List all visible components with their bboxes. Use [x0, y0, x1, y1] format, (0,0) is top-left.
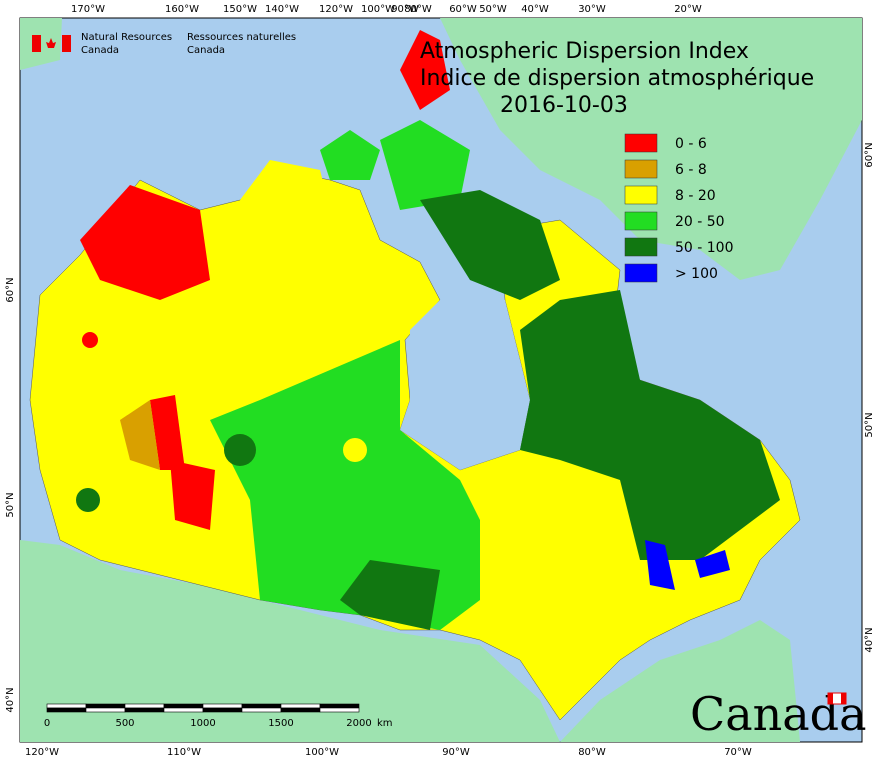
agency-fr: Canada	[187, 45, 225, 56]
longitude-label: 60°W	[449, 4, 477, 15]
agency-fr: Ressources naturelles	[187, 32, 296, 43]
legend-label: 50 - 100	[675, 240, 734, 256]
scale-segment	[46, 703, 87, 709]
title-en: Atmospheric Dispersion Index	[420, 39, 749, 64]
scale-segment	[202, 707, 243, 713]
scale-segment	[241, 707, 282, 713]
longitude-label: 170°W	[71, 4, 105, 15]
alberta-zone	[170, 460, 215, 530]
scale-segment	[319, 707, 360, 713]
legend-swatch	[624, 159, 658, 179]
usa-east-land	[560, 620, 800, 742]
lake-zone	[695, 550, 730, 578]
red-spot	[82, 332, 98, 348]
longitude-label: 80°W	[404, 4, 432, 15]
flag-bar	[62, 35, 71, 52]
legend-label: > 100	[675, 266, 718, 282]
ellesmere-island	[400, 30, 450, 110]
green-spot	[224, 434, 256, 466]
latitude-label: 60°N	[5, 277, 16, 302]
agency-en: Natural Resources	[81, 32, 172, 43]
latitude-label: 60°N	[864, 142, 875, 167]
yellow-spot	[343, 438, 367, 462]
legend-swatch	[624, 211, 658, 231]
longitude-label: 100°W	[361, 4, 395, 15]
latitude-label: 50°N	[5, 492, 16, 517]
longitude-label: 120°W	[319, 4, 353, 15]
longitude-label: 90°W	[391, 4, 419, 15]
quebec-zone	[520, 290, 780, 560]
scale-segment	[241, 703, 282, 709]
maple-leaf	[46, 38, 56, 48]
date: 2016-10-03	[500, 93, 628, 118]
scale-unit: km	[377, 718, 393, 729]
flag-bar	[32, 35, 41, 52]
longitude-label: 30°W	[578, 4, 606, 15]
northwest-zone	[80, 185, 210, 300]
longitude-label: 90°W	[442, 747, 470, 758]
latitude-label: 40°N	[864, 627, 875, 652]
scale-segment	[124, 707, 165, 713]
legend: 0 - 6 6 - 8 8 - 20 20 - 50 50 - 100 > 100	[624, 133, 734, 283]
scale-label: 2000	[346, 718, 371, 729]
legend-label: 6 - 8	[675, 162, 707, 178]
wordmark-flag	[841, 693, 846, 704]
orange-zone	[120, 400, 160, 470]
arctic-island	[320, 130, 380, 180]
longitude-label: 20°W	[674, 4, 702, 15]
scale-segment	[85, 703, 126, 709]
longitude-label: 160°W	[165, 4, 199, 15]
legend-swatch	[624, 185, 658, 205]
scale-bar: 0 500 1000 1500 2000 km	[44, 703, 393, 729]
latitude-label: 40°N	[5, 687, 16, 712]
scale-segment	[85, 707, 126, 713]
ontario-zone	[340, 560, 440, 630]
longitude-label: 80°W	[578, 747, 606, 758]
legend-swatch	[624, 263, 658, 283]
baffin-north	[380, 120, 470, 210]
title-fr: Indice de dispersion atmosphérique	[420, 66, 814, 91]
usa-land	[20, 540, 560, 742]
legend-swatch	[624, 237, 658, 257]
agency-en: Canada	[81, 45, 119, 56]
green-spot	[76, 488, 100, 512]
scale-segment	[280, 703, 321, 709]
basemap	[20, 18, 862, 742]
central-zone	[210, 340, 480, 630]
arctic-island	[240, 160, 330, 230]
longitude-label: 120°W	[25, 747, 59, 758]
scale-label: 0	[44, 718, 50, 729]
scale-label: 1000	[190, 718, 215, 729]
alberta-zone	[150, 395, 185, 470]
longitude-label: 110°W	[167, 747, 201, 758]
scale-label: 1500	[268, 718, 293, 729]
longitude-label: 40°W	[521, 4, 549, 15]
scale-segment	[163, 703, 204, 709]
hudson-bay	[400, 290, 530, 470]
scale-segment	[319, 703, 360, 709]
wordmark-flag	[828, 693, 833, 704]
legend-swatch	[624, 133, 658, 153]
baffin-island	[420, 190, 560, 300]
lake-zone	[645, 540, 675, 590]
longitude-label: 100°W	[305, 747, 339, 758]
longitude-label: 70°W	[724, 747, 752, 758]
scale-label: 500	[115, 718, 134, 729]
longitude-label: 140°W	[265, 4, 299, 15]
legend-label: 0 - 6	[675, 136, 707, 152]
scale-segment	[202, 703, 243, 709]
legend-label: 20 - 50	[675, 214, 725, 230]
longitude-label: 50°W	[479, 4, 507, 15]
scale-segment	[163, 707, 204, 713]
scale-segment	[124, 703, 165, 709]
scale-segment	[280, 707, 321, 713]
longitude-label: 150°W	[223, 4, 257, 15]
scale-segment	[46, 707, 87, 713]
graticule-labels: 170°W 160°W 150°W 140°W 120°W 100°W90°W80°W 60…	[5, 4, 875, 758]
latitude-label: 50°N	[864, 412, 875, 437]
legend-label: 8 - 20	[675, 188, 716, 204]
